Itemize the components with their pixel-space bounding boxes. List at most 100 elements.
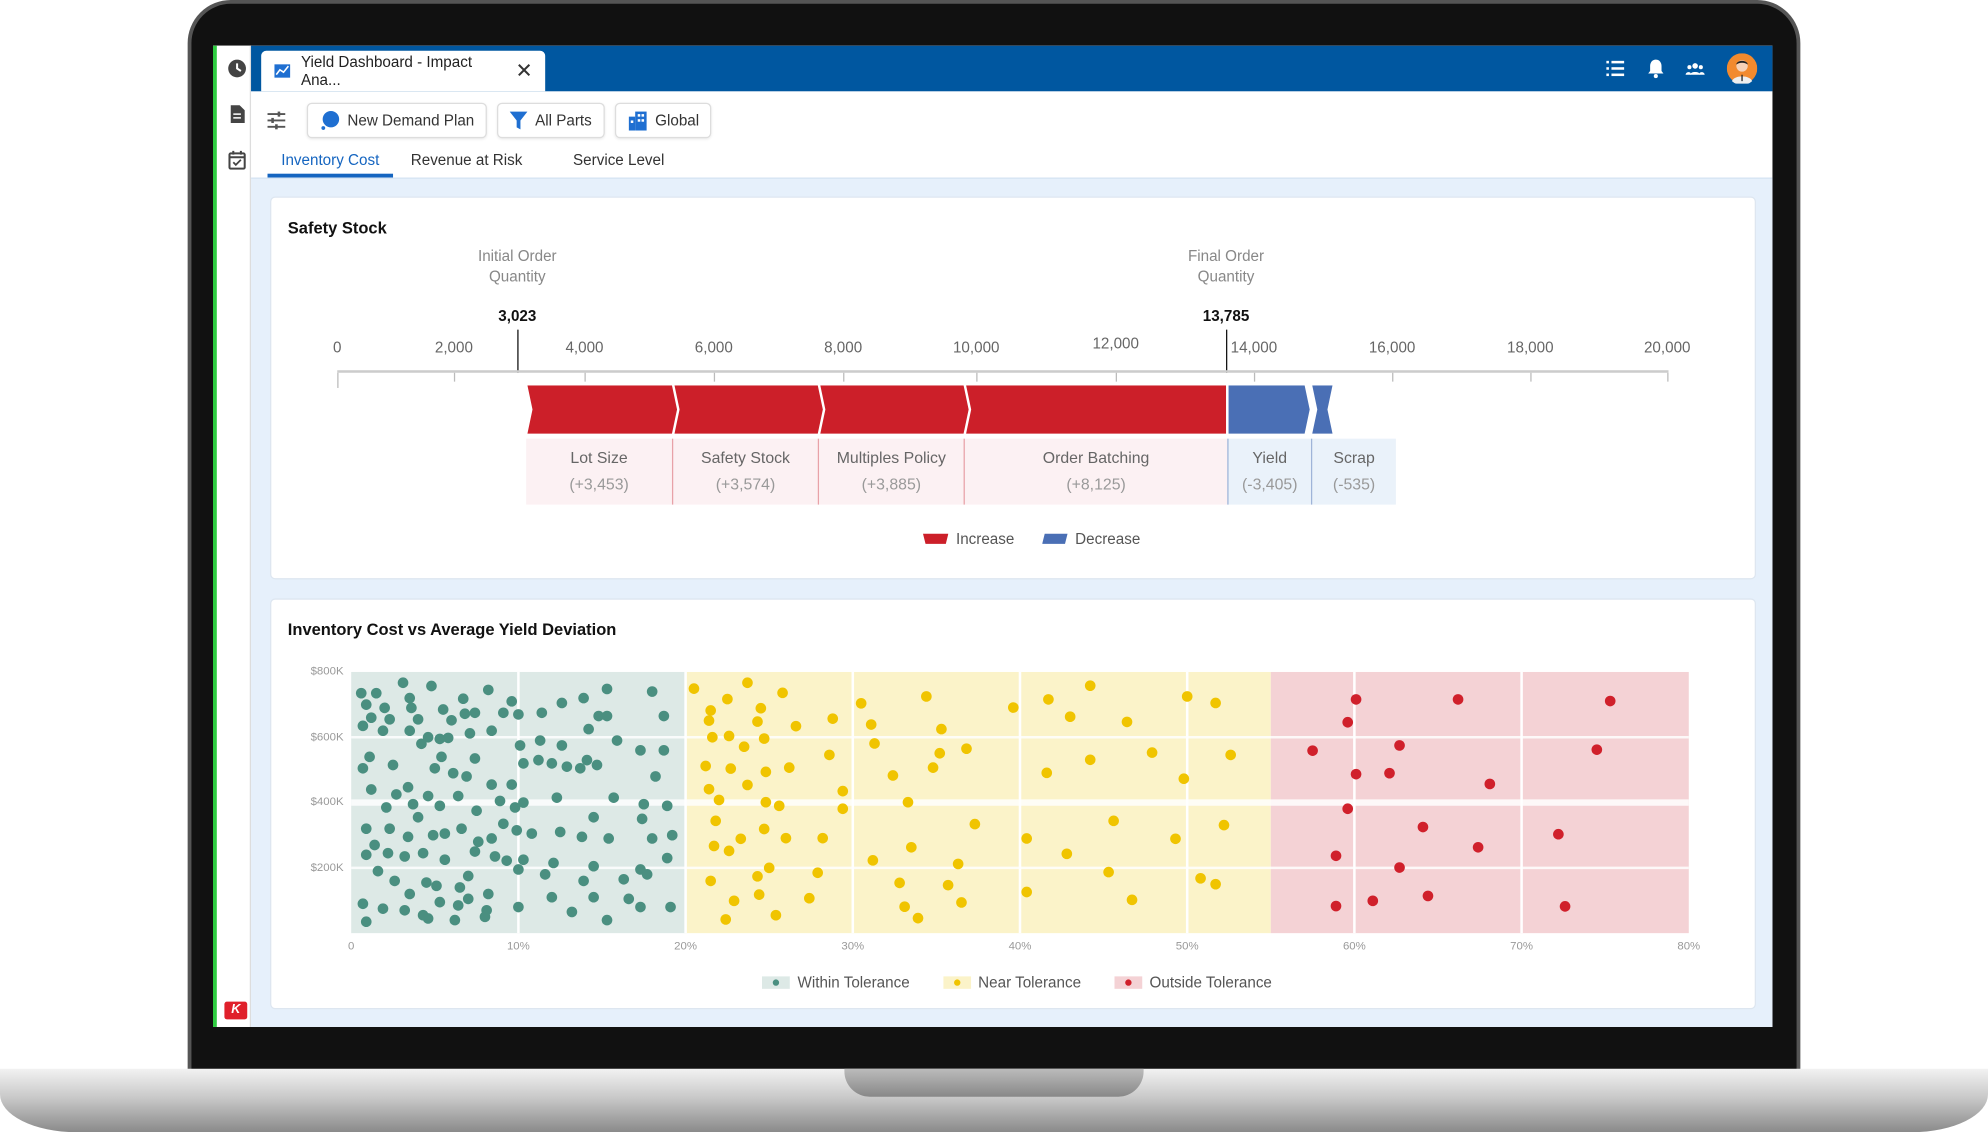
near-tolerance-swatch [942, 976, 971, 989]
waterfall-legend: Increase Decrease [923, 530, 1140, 548]
point-within-tolerance [546, 758, 558, 769]
point-outside-tolerance [1350, 694, 1362, 705]
point-within-tolerance [548, 857, 559, 869]
legend-near: Near Tolerance [978, 973, 1082, 992]
point-within-tolerance [581, 754, 593, 766]
avatar[interactable] [1726, 53, 1758, 84]
point-near-tolerance [1084, 680, 1096, 692]
point-near-tolerance [760, 766, 772, 778]
point-within-tolerance [365, 784, 377, 795]
chart-image-icon [274, 64, 291, 78]
point-near-tolerance [905, 841, 917, 853]
initial-order-label-line2: Quantity [488, 267, 546, 286]
point-within-tolerance [588, 811, 599, 823]
speech-bubble-icon [321, 110, 340, 130]
point-near-tolerance [1103, 866, 1114, 878]
point-outside-tolerance [1553, 828, 1564, 840]
point-near-tolerance [1108, 815, 1119, 827]
point-near-tolerance [865, 719, 877, 730]
point-within-tolerance [422, 790, 434, 802]
people-icon[interactable] [1685, 58, 1705, 78]
point-outside-tolerance [1350, 768, 1362, 780]
point-within-tolerance [380, 802, 392, 813]
final-order-label-line1: Final Order [1187, 247, 1265, 265]
point-near-tolerance [942, 879, 954, 891]
global-scope-button[interactable]: Global [614, 102, 712, 139]
point-within-tolerance [382, 847, 394, 859]
tab-service-level[interactable]: Service Level [573, 150, 665, 169]
settings-sliders-icon[interactable] [266, 110, 286, 130]
point-within-tolerance [434, 733, 446, 745]
point-within-tolerance [486, 833, 497, 844]
point-within-tolerance [518, 758, 529, 769]
point-near-tolerance [899, 901, 910, 913]
point-within-tolerance [601, 914, 613, 926]
point-near-tolerance [723, 730, 735, 742]
point-near-tolerance [742, 779, 753, 791]
point-within-tolerance [482, 684, 494, 696]
point-within-tolerance [469, 846, 481, 857]
point-within-tolerance [666, 829, 678, 841]
point-within-tolerance [402, 781, 414, 793]
point-within-tolerance [509, 802, 521, 813]
point-near-tolerance [700, 760, 711, 772]
point-within-tolerance [472, 836, 484, 848]
point-within-tolerance [608, 792, 620, 803]
point-within-tolerance [442, 732, 454, 744]
point-near-tolerance [780, 832, 792, 844]
app-screen: K Yield Dashboard - Impact Ana... ✕ New … [213, 45, 1773, 1027]
axis-tick-label: 2,000 [434, 338, 473, 357]
axis-tick-label: 18,000 [1507, 338, 1554, 357]
segment-value: (-3,405) [1242, 475, 1298, 494]
x-tick-label: 30% [841, 939, 865, 953]
close-tab-icon[interactable]: ✕ [515, 60, 533, 83]
point-within-tolerance [364, 751, 375, 763]
point-near-tolerance [1178, 773, 1190, 785]
point-within-tolerance [658, 744, 670, 756]
document-icon[interactable] [227, 104, 247, 124]
point-within-tolerance [601, 710, 613, 722]
point-within-tolerance [456, 823, 467, 834]
tab-revenue-at-risk[interactable]: Revenue at Risk [410, 150, 523, 169]
final-order-marker [1226, 329, 1228, 373]
point-outside-tolerance [1417, 821, 1429, 833]
point-near-tolerance [1146, 747, 1158, 758]
point-within-tolerance [379, 702, 390, 714]
point-near-tolerance [783, 762, 795, 773]
point-near-tolerance [722, 693, 733, 705]
list-icon[interactable] [1605, 58, 1625, 78]
point-within-tolerance [556, 740, 568, 751]
point-near-tolerance [1041, 767, 1053, 779]
point-within-tolerance [439, 854, 451, 866]
calendar-check-icon[interactable] [227, 150, 247, 170]
tab-inventory-cost[interactable]: Inventory Cost [267, 147, 394, 178]
axis-tick-label: 20,000 [1643, 338, 1691, 357]
all-parts-filter-button[interactable]: All Parts [497, 102, 605, 139]
point-near-tolerance [723, 845, 735, 857]
axis-tick-mark [1667, 372, 1669, 382]
point-near-tolerance [758, 733, 770, 744]
clock-icon[interactable] [227, 58, 247, 78]
point-within-tolerance [437, 704, 449, 715]
point-within-tolerance [501, 855, 513, 866]
segment-value: (+3,453) [569, 475, 629, 494]
point-within-tolerance [561, 761, 573, 772]
point-outside-tolerance [1307, 745, 1318, 756]
axis-tick-mark [843, 372, 845, 382]
point-near-tolerance [837, 803, 849, 815]
point-near-tolerance [777, 687, 788, 699]
x-tick-label: 70% [1510, 939, 1534, 953]
new-demand-plan-button[interactable]: New Demand Plan [306, 102, 487, 139]
document-tab[interactable]: Yield Dashboard - Impact Ana... ✕ [261, 50, 546, 92]
bell-icon[interactable] [1646, 58, 1666, 79]
axis-tick-label: 0 [333, 338, 342, 357]
point-within-tolerance [360, 916, 372, 928]
x-tick-label: 40% [1008, 939, 1032, 953]
scatter-chart [351, 671, 1689, 934]
axis-tick-label: 4,000 [565, 338, 604, 357]
point-within-tolerance [518, 854, 529, 866]
point-within-tolerance [486, 725, 497, 737]
axis-tick-label: 16,000 [1368, 338, 1416, 357]
waterfall-bars [527, 385, 1333, 434]
x-tick-label: 10% [506, 939, 530, 953]
